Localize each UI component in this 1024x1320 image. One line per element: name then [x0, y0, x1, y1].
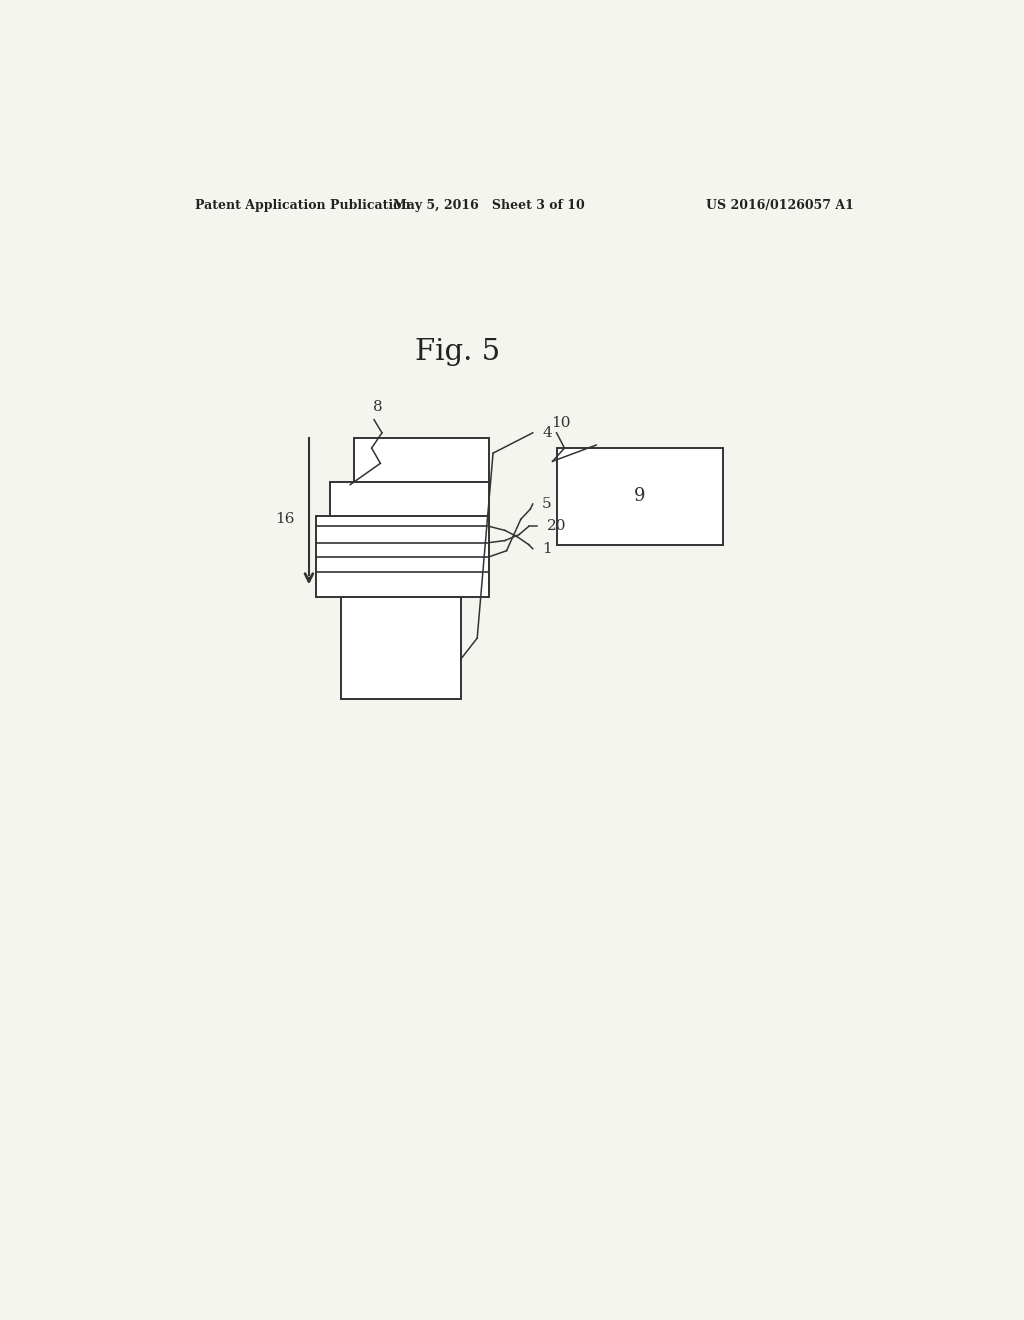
Text: 4: 4: [542, 426, 552, 440]
Bar: [557, 447, 723, 545]
Text: 20: 20: [547, 519, 566, 533]
Text: Fig. 5: Fig. 5: [415, 338, 500, 366]
Text: 9: 9: [634, 487, 645, 504]
Text: US 2016/0126057 A1: US 2016/0126057 A1: [707, 198, 854, 211]
Text: 10: 10: [551, 416, 570, 430]
Text: 1: 1: [542, 541, 552, 556]
Bar: [341, 598, 461, 700]
Text: 16: 16: [275, 512, 295, 527]
Text: Patent Application Publication: Patent Application Publication: [196, 198, 411, 211]
Text: May 5, 2016   Sheet 3 of 10: May 5, 2016 Sheet 3 of 10: [393, 198, 585, 211]
Text: 8: 8: [373, 400, 383, 414]
Bar: [331, 482, 489, 519]
Bar: [354, 438, 489, 483]
Bar: [316, 516, 489, 598]
Text: 5: 5: [543, 496, 552, 511]
